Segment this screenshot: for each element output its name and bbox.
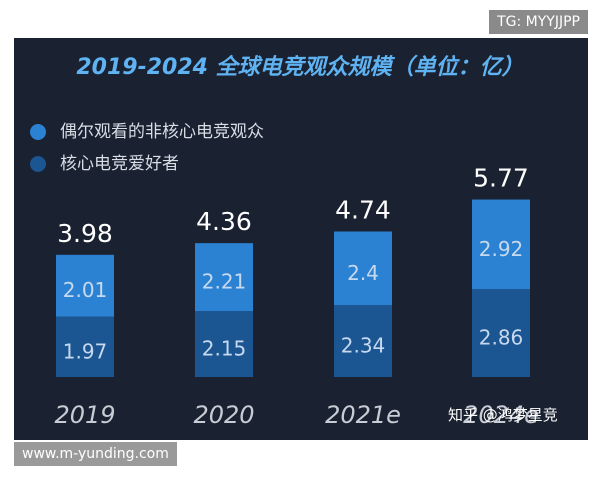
value-label: 2.86 (479, 326, 524, 350)
x-tick-label: 2024e (463, 401, 539, 429)
bar-segment (195, 243, 253, 311)
legend-label: 偶尔观看的非核心电竞观众 (60, 122, 264, 142)
legend-marker (30, 156, 46, 172)
bar-segment (56, 316, 114, 377)
value-label: 2.92 (479, 237, 524, 261)
value-label: 2.15 (202, 336, 247, 360)
value-label: 2.34 (341, 334, 386, 358)
legend-label: 核心电竞爱好者 (60, 154, 179, 174)
total-label: 4.74 (335, 195, 391, 224)
value-label: 1.97 (63, 339, 108, 363)
x-tick-label: 2019 (54, 401, 115, 429)
value-label: 2.4 (347, 261, 379, 285)
bar-segment (334, 305, 392, 377)
value-label: 2.21 (202, 270, 247, 294)
watermark: 知乎 @鸿梦星竞 (448, 406, 558, 424)
bar-segment (472, 199, 530, 290)
bar-segment (56, 254, 114, 317)
value-label: 2.01 (63, 278, 108, 302)
total-label: 3.98 (57, 219, 113, 248)
bar-segment (334, 231, 392, 306)
watermark: TG: MYYJJPP (489, 10, 588, 34)
watermark: www.m-yunding.com (14, 442, 177, 466)
x-tick-label: 2021e (325, 401, 401, 429)
total-label: 5.77 (473, 164, 529, 193)
x-tick-label: 2020 (193, 401, 254, 429)
bar-segment (472, 289, 530, 377)
bar-segment (195, 310, 253, 377)
total-label: 4.36 (196, 207, 252, 236)
legend-marker (30, 124, 46, 140)
chart-title: 2019-2024 全球电竞观众规模（单位：亿） (76, 54, 523, 80)
